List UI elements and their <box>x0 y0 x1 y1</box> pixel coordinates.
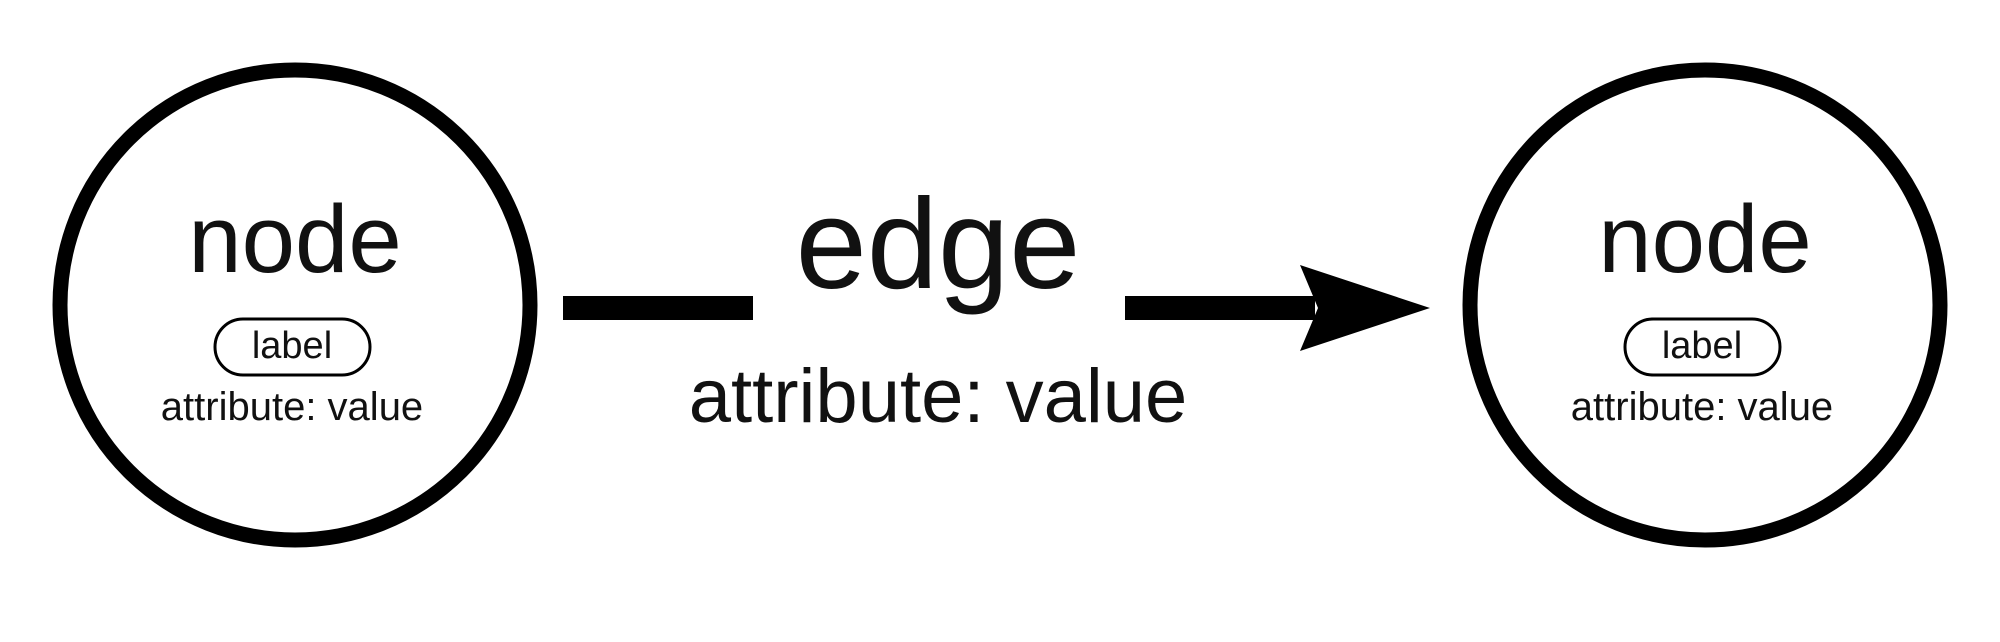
node-left-attribute: attribute: value <box>161 385 423 429</box>
node-left-label: label <box>252 325 332 367</box>
edge-arrowhead <box>1300 265 1430 351</box>
node-right: node label attribute: value <box>1462 62 1948 548</box>
node-right-title: node <box>1598 186 1812 293</box>
node-left: node label attribute: value <box>52 62 538 548</box>
node-right-label: label <box>1662 325 1742 367</box>
edge: edge attribute: value <box>563 173 1430 439</box>
node-left-circle <box>52 62 538 548</box>
node-left-label-pill <box>213 317 372 377</box>
node-left-title: node <box>188 186 402 293</box>
node-right-label-pill <box>1623 317 1782 377</box>
edge-attribute: attribute: value <box>689 354 1188 439</box>
edge-title: edge <box>796 173 1081 316</box>
edge-line-left <box>563 296 753 320</box>
edge-line-right <box>1125 296 1315 320</box>
node-right-attribute: attribute: value <box>1571 385 1833 429</box>
node-right-circle <box>1462 62 1948 548</box>
